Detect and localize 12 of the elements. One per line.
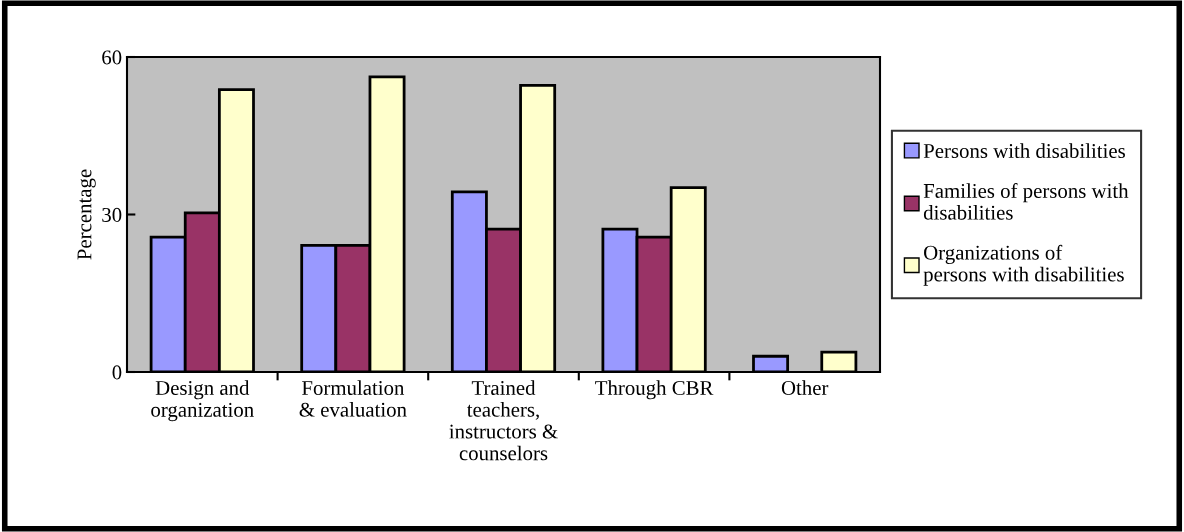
- legend-label: Families of persons with disabilities: [923, 183, 1129, 220]
- legend-label: Organizations of persons with disabilities: [923, 244, 1124, 286]
- x-tick-label: Formulation & evaluation: [299, 380, 407, 417]
- y-tick-label: 30: [102, 207, 122, 222]
- x-tick-label: Through CBR: [595, 380, 714, 400]
- x-tick-label: Design and organization: [151, 380, 254, 422]
- y-tick-label: 0: [112, 365, 122, 380]
- y-tick-label: 60: [102, 50, 122, 65]
- x-tick-label: Trained teachers, instructors & counselors: [449, 380, 558, 461]
- y-axis-title: Percentage: [77, 169, 96, 260]
- legend-label: Persons with disabilities: [923, 143, 1125, 159]
- x-tick-label: Other: [781, 380, 829, 395]
